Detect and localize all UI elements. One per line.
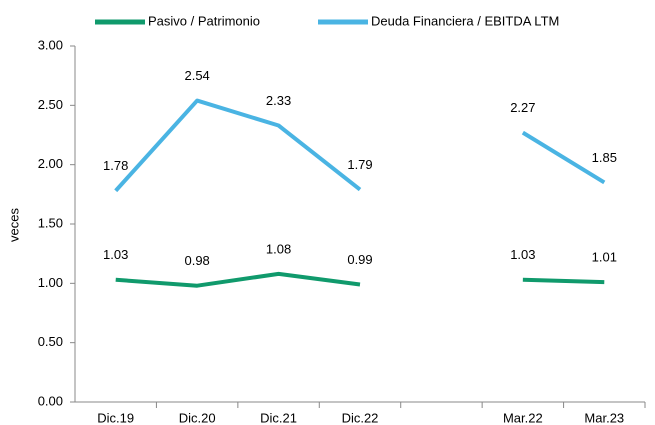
y-tick-label: 2.50 bbox=[38, 97, 63, 112]
data-label: 1.85 bbox=[592, 150, 617, 165]
x-tick-label: Dic.20 bbox=[179, 410, 216, 425]
x-tick-label: Mar.22 bbox=[503, 410, 543, 425]
data-label: 1.78 bbox=[103, 158, 128, 173]
data-label: 2.27 bbox=[510, 100, 535, 115]
data-label: 0.99 bbox=[347, 252, 372, 267]
x-tick-label: Dic.19 bbox=[97, 410, 134, 425]
x-tick-label: Mar.23 bbox=[584, 410, 624, 425]
series-line bbox=[114, 98, 606, 193]
data-label: 1.01 bbox=[592, 250, 617, 265]
x-tick-label: Dic.22 bbox=[342, 410, 379, 425]
data-label: 1.03 bbox=[510, 247, 535, 262]
legend-label: Pasivo / Patrimonio bbox=[148, 13, 260, 28]
y-axis-label: veces bbox=[6, 208, 21, 242]
legend-label: Deuda Financiera / EBITDA LTM bbox=[371, 13, 559, 28]
data-label: 2.33 bbox=[266, 93, 291, 108]
y-tick-label: 0.00 bbox=[38, 393, 63, 408]
data-label: 1.03 bbox=[103, 247, 128, 262]
x-tick-label: Dic.21 bbox=[260, 410, 297, 425]
y-tick-label: 2.00 bbox=[38, 156, 63, 171]
y-tick-label: 1.50 bbox=[38, 215, 63, 230]
data-label: 2.54 bbox=[184, 68, 209, 83]
series-line bbox=[115, 271, 605, 288]
y-tick-label: 0.50 bbox=[38, 334, 63, 349]
data-label: 0.98 bbox=[184, 253, 209, 268]
data-label: 1.79 bbox=[347, 157, 372, 172]
data-label: 1.08 bbox=[266, 241, 291, 256]
y-tick-label: 3.00 bbox=[38, 37, 63, 52]
y-tick-label: 1.00 bbox=[38, 275, 63, 290]
